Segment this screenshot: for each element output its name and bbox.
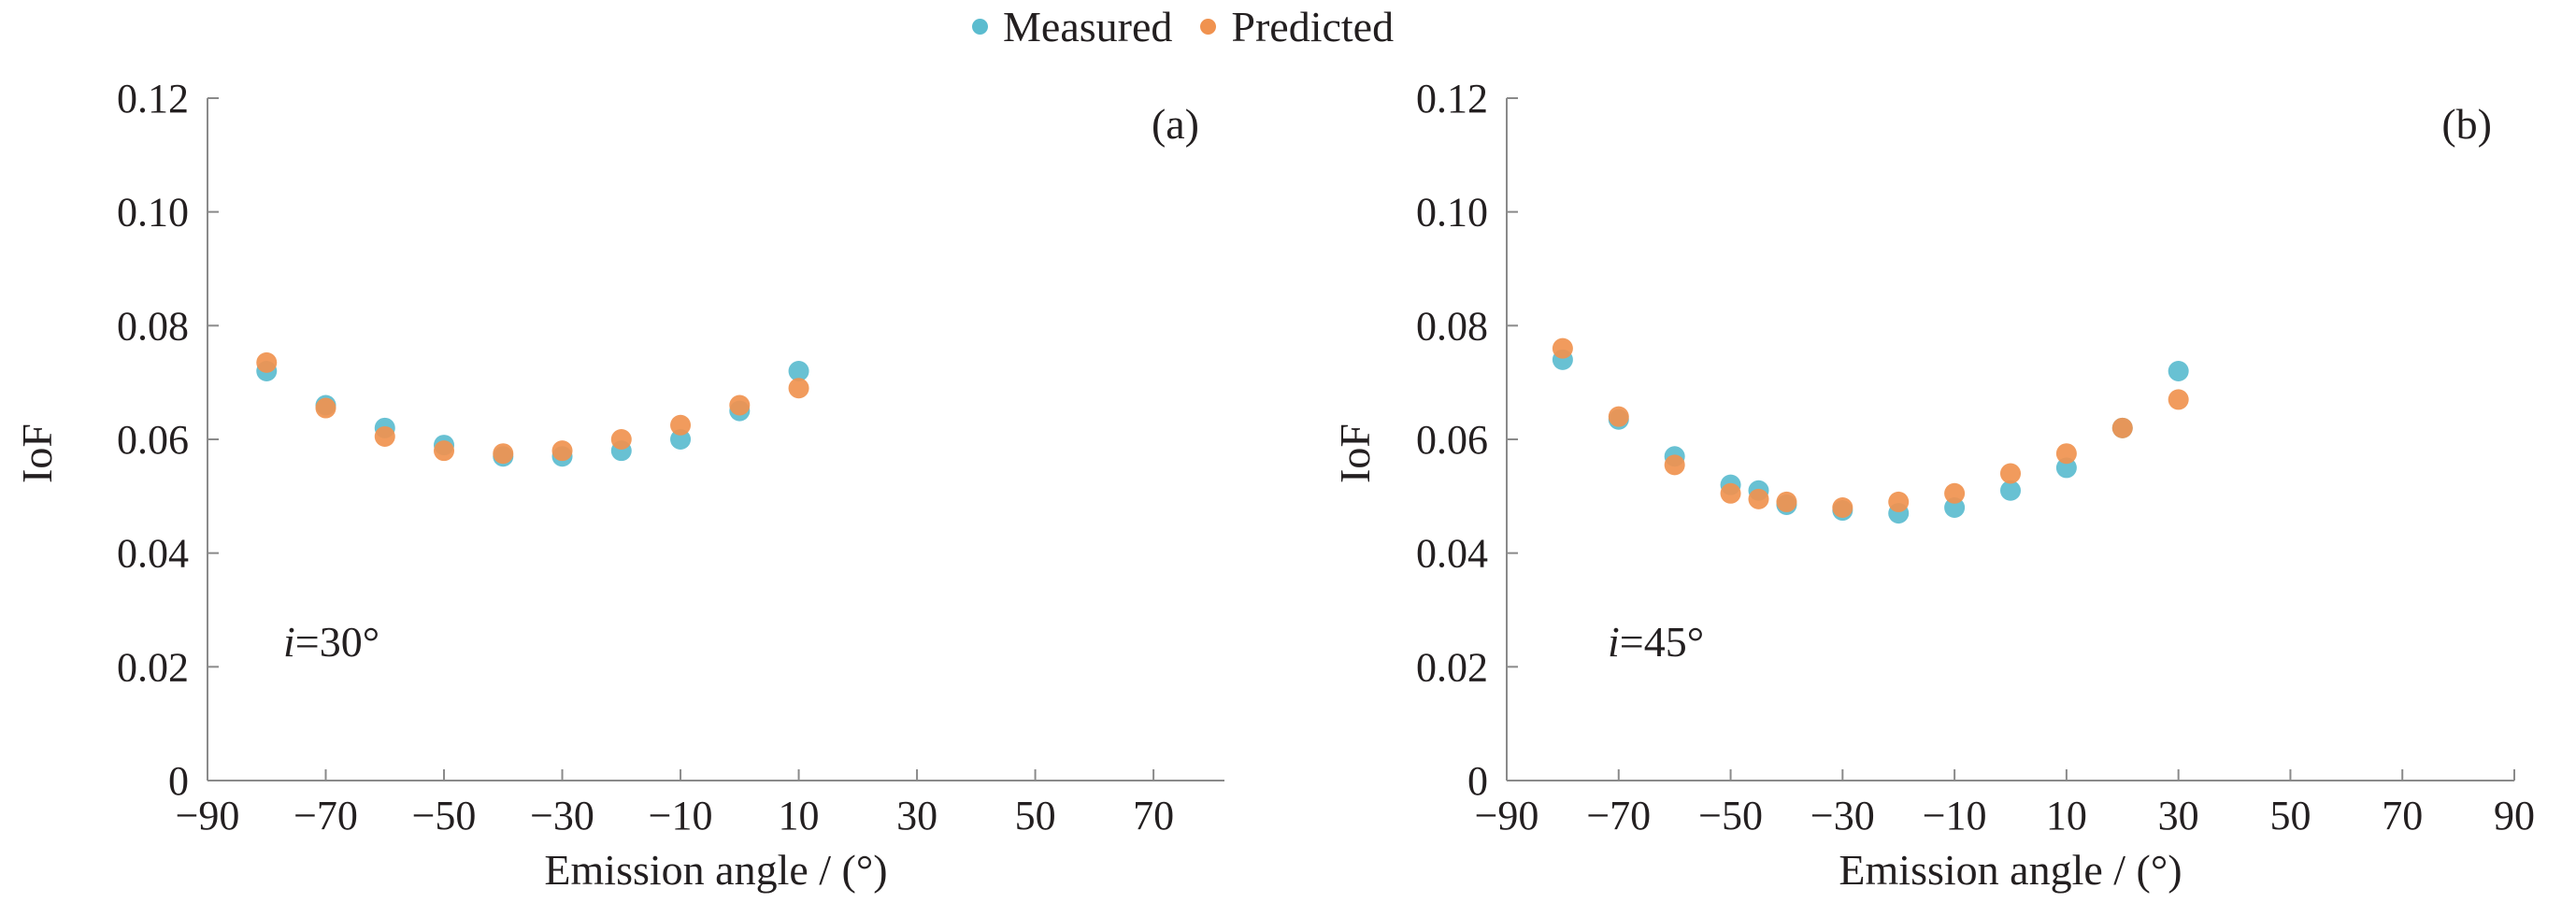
predicted-point: [1888, 491, 1910, 512]
predicted-point: [1720, 482, 1741, 504]
y-tick-label: 0.02: [117, 644, 189, 690]
measured-point: [788, 361, 809, 381]
legend-item-predicted: Predicted: [1200, 2, 1394, 51]
y-tick-label: 0.04: [117, 531, 189, 577]
predicted-point: [1748, 488, 1769, 509]
x-tick-label: −10: [649, 793, 713, 838]
legend-marker-measured: [972, 19, 988, 35]
x-tick-label: 70: [1133, 793, 1174, 838]
panel-label: (b): [2441, 100, 2492, 148]
legend: Measured Predicted: [972, 2, 1422, 51]
predicted-point: [2055, 443, 2077, 465]
predicted-point: [1608, 406, 1629, 427]
measured-point: [2168, 361, 2189, 381]
predicted-point: [2000, 463, 2021, 484]
incidence-value: =30°: [295, 618, 379, 666]
x-axis-label: Emission angle / (°): [544, 846, 887, 894]
predicted-point: [670, 414, 692, 436]
predicted-point: [1664, 454, 1685, 476]
incidence-annotation: i=30°: [283, 618, 379, 666]
y-axis-label: IoF: [13, 423, 61, 483]
y-tick-label: 0.12: [117, 76, 189, 122]
predicted-point: [315, 397, 336, 419]
y-tick-label: 0.10: [117, 190, 189, 236]
x-tick-label: −50: [412, 793, 477, 838]
x-tick-label: 10: [2046, 793, 2087, 838]
panel-label: (a): [1152, 100, 1199, 148]
legend-item-measured: Measured: [972, 2, 1172, 51]
predicted-point: [788, 378, 809, 399]
predicted-point: [374, 425, 395, 447]
x-tick-label: 70: [2382, 793, 2423, 838]
x-tick-label: 90: [2494, 793, 2535, 838]
predicted-point: [2168, 389, 2189, 410]
y-tick-label: 0.02: [1416, 644, 1488, 690]
x-tick-label: −90: [176, 793, 240, 838]
y-tick-label: 0: [1467, 758, 1488, 804]
x-tick-label: −70: [293, 793, 358, 838]
x-tick-label: 30: [2158, 793, 2199, 838]
legend-label-predicted: Predicted: [1231, 3, 1395, 50]
x-tick-label: −50: [1698, 793, 1763, 838]
incidence-variable: i: [283, 618, 295, 666]
measured-point: [2000, 480, 2021, 501]
y-tick-label: 0.12: [1416, 76, 1488, 122]
y-tick-label: 0.06: [1416, 417, 1488, 463]
y-tick-label: 0.08: [117, 303, 189, 349]
legend-marker-predicted: [1200, 19, 1217, 35]
predicted-point: [256, 351, 278, 373]
y-axis-label: IoF: [1331, 423, 1379, 483]
predicted-point: [2111, 417, 2133, 438]
y-tick-label: 0.08: [1416, 303, 1488, 349]
predicted-point: [1552, 337, 1573, 359]
predicted-point: [551, 440, 573, 462]
legend-label-measured: Measured: [1003, 3, 1173, 50]
predicted-point: [1776, 491, 1797, 512]
predicted-point: [1832, 497, 1853, 518]
predicted-point: [729, 394, 751, 416]
y-tick-label: 0: [168, 758, 189, 804]
y-tick-label: 0.10: [1416, 190, 1488, 236]
x-tick-label: 50: [1015, 793, 1056, 838]
measured-point: [670, 429, 692, 450]
x-tick-label: −70: [1586, 793, 1651, 838]
x-axis-label: Emission angle / (°): [1839, 846, 2182, 894]
x-tick-label: 30: [896, 793, 937, 838]
incidence-variable: i: [1608, 618, 1620, 666]
x-tick-label: 50: [2269, 793, 2311, 838]
x-tick-label: 10: [779, 793, 820, 838]
y-tick-label: 0.06: [117, 417, 189, 463]
x-tick-label: −90: [1475, 793, 1539, 838]
x-tick-label: −30: [530, 793, 594, 838]
predicted-point: [434, 440, 455, 462]
predicted-point: [493, 443, 514, 465]
x-tick-label: −30: [1810, 793, 1875, 838]
x-tick-label: −10: [1923, 793, 1987, 838]
incidence-annotation: i=45°: [1608, 618, 1704, 666]
incidence-value: =45°: [1620, 618, 1704, 666]
predicted-point: [1944, 482, 1966, 504]
y-tick-label: 0.04: [1416, 531, 1488, 577]
predicted-point: [610, 429, 632, 450]
measured-point: [2055, 457, 2077, 479]
measured-point: [1944, 497, 1966, 518]
